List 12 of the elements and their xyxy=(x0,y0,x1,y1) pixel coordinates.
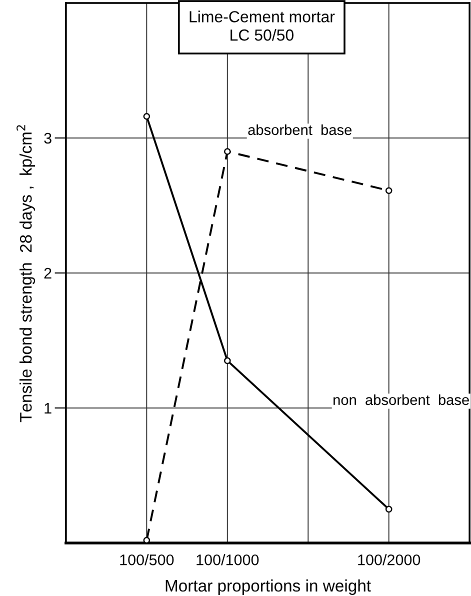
x-tick-label: 100/500 xyxy=(120,554,174,566)
y-axis-title: Tensile bond strength 28 days , kp/cm$^{2}$ xyxy=(16,125,36,422)
text: LC 50/50 xyxy=(230,29,294,41)
x-tick-label: 100/1000 xyxy=(196,554,259,566)
y-tick-label: 1 xyxy=(44,402,52,414)
chart-title: Lime-Cement mortar xyxy=(190,10,335,22)
y-tick-label: 2 xyxy=(44,268,52,279)
text: non absorbent base xyxy=(334,394,469,406)
x-tick-label: 100/2000 xyxy=(358,554,420,566)
series-label: absorbent base xyxy=(248,124,352,136)
x-axis-title: Mortar proportions in weight xyxy=(166,579,371,595)
y-tick-label: 3 xyxy=(44,132,52,144)
